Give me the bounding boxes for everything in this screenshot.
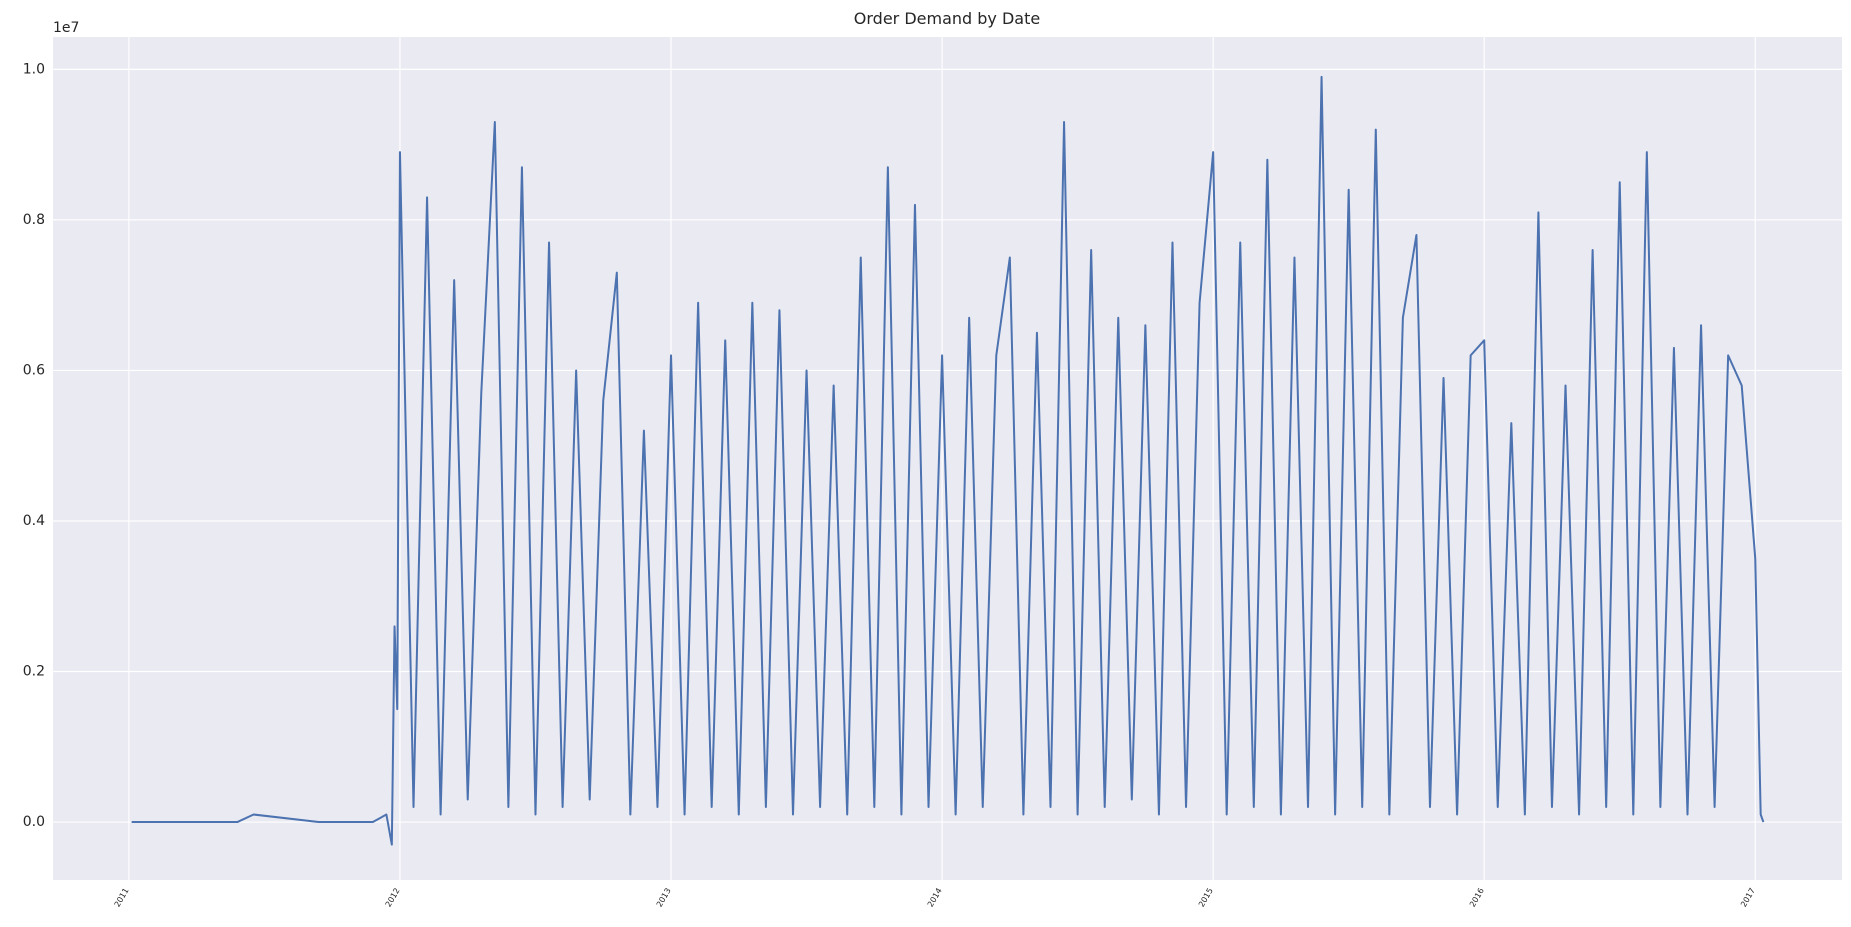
x-tick-label: 2012: [384, 887, 402, 909]
y-tick-label: 0.6: [23, 362, 45, 378]
y-tick-label: 0.4: [23, 513, 45, 529]
y-tick-label: 0.8: [23, 212, 45, 228]
plot-area: [53, 37, 1842, 880]
x-tick-label: 2015: [1197, 887, 1215, 909]
y-tick-label: 0.2: [23, 664, 45, 680]
y-tick-label: 1.0: [23, 61, 45, 77]
y-tick-label: 0.0: [23, 814, 45, 830]
x-tick-label: 2017: [1739, 887, 1757, 909]
line-series: [131, 75, 1765, 846]
x-tick-label: 2013: [655, 887, 673, 909]
x-tick-label: 2014: [926, 887, 944, 909]
chart-title: Order Demand by Date: [854, 9, 1040, 28]
axis-offset: 1e7: [53, 20, 79, 36]
x-tick-label: 2016: [1468, 887, 1486, 909]
x-tick-label: 2011: [113, 887, 131, 909]
